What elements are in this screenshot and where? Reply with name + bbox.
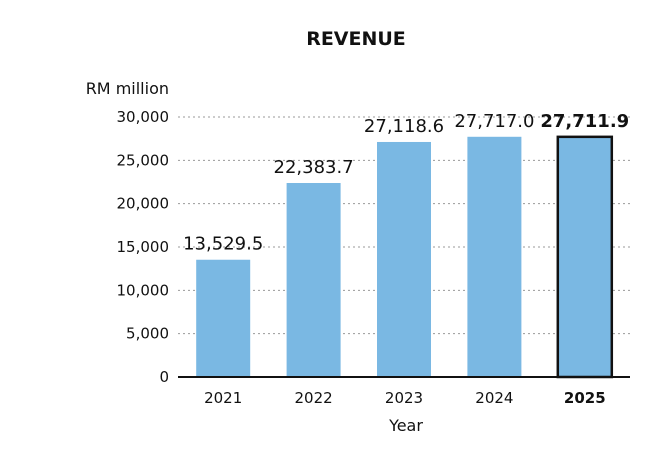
x-tick-label: 2021	[204, 389, 242, 407]
bar	[286, 183, 341, 377]
y-tick-label: 10,000	[117, 281, 170, 299]
x-axis-ticks: 2021 2022 2023 2024 2025	[204, 389, 606, 407]
bar-value-label: 27,118.6	[364, 116, 444, 137]
bar	[196, 259, 251, 377]
bar	[377, 141, 431, 377]
x-tick-label: 2025	[564, 389, 606, 407]
y-tick-label: 20,000	[117, 195, 170, 213]
bars	[196, 135, 614, 379]
chart-title: REVENUE	[306, 28, 406, 50]
y-tick-label: 15,000	[117, 238, 170, 256]
y-tick-label: 5,000	[126, 325, 169, 343]
bar-highlighted	[556, 135, 614, 379]
value-labels: 13,529.5 22,383.7 27,118.6 27,717.0 27,711.9	[183, 111, 629, 255]
y-tick-label: 0	[159, 368, 169, 386]
x-axis-label: Year	[388, 416, 423, 435]
y-axis-label: RM million	[86, 79, 169, 98]
bar	[467, 136, 522, 377]
x-tick-label: 2022	[295, 389, 333, 407]
bar-value-label: 22,383.7	[274, 157, 354, 178]
bar-value-label: 27,711.9	[540, 111, 629, 132]
y-tick-label: 25,000	[117, 151, 170, 169]
y-tick-label: 30,000	[117, 108, 170, 126]
x-tick-label: 2023	[385, 389, 423, 407]
bar-value-label: 27,717.0	[454, 111, 534, 132]
bar-value-label: 13,529.5	[183, 234, 263, 255]
x-tick-label: 2024	[475, 389, 513, 407]
y-axis-ticks: 0 5,000 10,000 15,000 20,000 25,000 30,000	[117, 108, 170, 386]
